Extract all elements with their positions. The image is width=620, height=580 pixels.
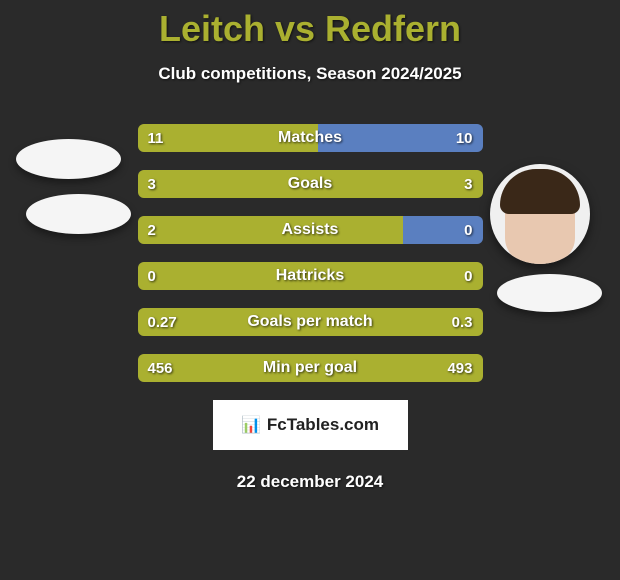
stat-row: 456493Min per goal — [138, 354, 483, 382]
stat-bars: 1110Matches 33Goals 20Assists 00Hattricks 0.… — [138, 124, 483, 382]
decorative-ellipse — [497, 274, 602, 312]
vs-title: Leitch vs Redfern — [0, 0, 620, 50]
attribution-badge: 📊 FcTables.com — [213, 400, 408, 450]
chart-icon: 📊 — [241, 415, 261, 435]
content-area: 1110Matches 33Goals 20Assists 00Hattricks 0.… — [0, 124, 620, 492]
avatar-face — [505, 179, 575, 264]
stat-row: 33Goals — [138, 170, 483, 198]
stat-label: Goals per match — [138, 308, 483, 336]
attribution-text: FcTables.com — [267, 415, 379, 435]
stat-row: 1110Matches — [138, 124, 483, 152]
stat-label: Goals — [138, 170, 483, 198]
stat-label: Hattricks — [138, 262, 483, 290]
stat-row: 0.270.3Goals per match — [138, 308, 483, 336]
player-right-column — [490, 164, 590, 264]
stat-label: Min per goal — [138, 354, 483, 382]
stat-label: Matches — [138, 124, 483, 152]
snapshot-date: 22 december 2024 — [0, 472, 620, 492]
avatar-hair — [500, 169, 580, 214]
player-right-avatar — [490, 164, 590, 264]
decorative-ellipse — [26, 194, 131, 234]
subtitle: Club competitions, Season 2024/2025 — [0, 64, 620, 84]
stat-row: 00Hattricks — [138, 262, 483, 290]
stat-row: 20Assists — [138, 216, 483, 244]
stat-label: Assists — [138, 216, 483, 244]
decorative-ellipse — [16, 139, 121, 179]
